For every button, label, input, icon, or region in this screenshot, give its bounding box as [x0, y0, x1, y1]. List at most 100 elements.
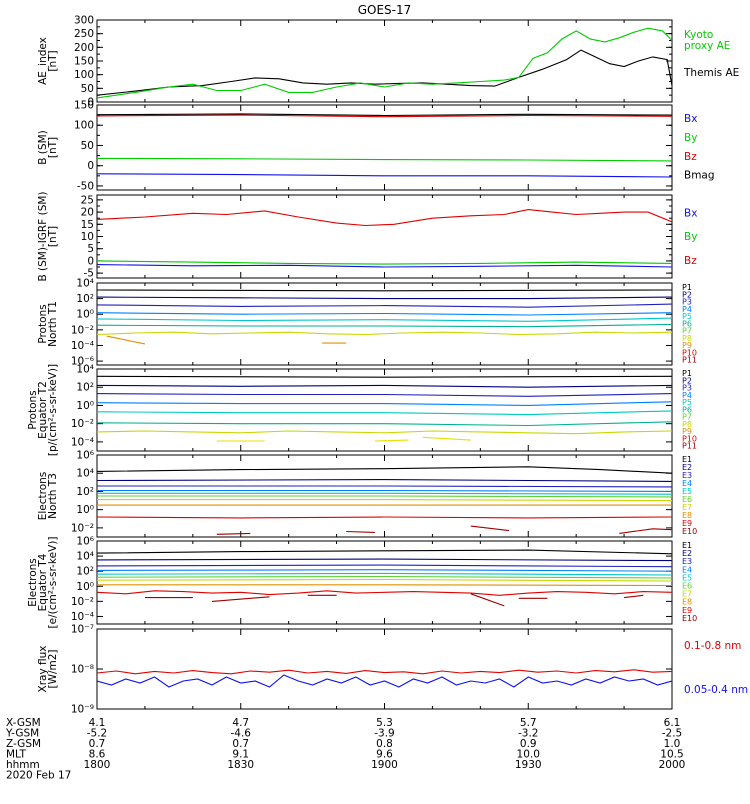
panel-xray: 10⁻⁷ 10⁻⁸ 10⁻⁹ Xray flux[W/m2] 0.1-0.8 nm 0.0…: [37, 624, 748, 716]
y-axis-label: [nT]: [47, 226, 59, 247]
date-label: 2020 Feb 17: [6, 770, 71, 782]
series-line-e10a: [216, 532, 251, 535]
y-tick-label: 10⁴: [76, 364, 94, 376]
y-tick-label: 10⁰: [76, 400, 94, 412]
orbit-value: -3.9: [374, 728, 395, 740]
y-tick-label: 5: [87, 243, 94, 255]
channel-legend-e6: E6: [682, 495, 692, 504]
panel-frame: [96, 104, 673, 191]
series-line-e4: [97, 569, 672, 572]
y-axis-label: Equator T4: [37, 553, 49, 611]
channel-legend-p6: P6: [682, 405, 692, 414]
legend-label: Kyoto: [684, 29, 713, 41]
orbit-value: 0.8: [376, 738, 393, 750]
series-line-e9: [97, 590, 672, 596]
channel-legend-e2: E2: [682, 549, 692, 558]
orbit-value: -3.2: [518, 728, 539, 740]
series-line-by: [97, 157, 672, 162]
channel-legend-p10: P10: [682, 348, 697, 357]
y-axis-label: [p/(cm²-s-sr-keV)]: [47, 364, 59, 456]
series-line-p7: [97, 430, 672, 435]
y-tick-label: 15: [81, 219, 94, 231]
orbit-value: 1.0: [664, 738, 681, 750]
y-axis-label: Xray flux: [37, 646, 49, 693]
channel-legend-e3: E3: [682, 471, 692, 480]
channel-legend-p4: P4: [682, 305, 692, 314]
orbit-value: 2000: [659, 759, 686, 771]
channel-legend-p5: P5: [682, 312, 692, 321]
channel-legend-p4: P4: [682, 391, 692, 400]
channel-legend-e5: E5: [682, 573, 692, 582]
series-line-p4: [97, 312, 672, 316]
orbit-value: 8.6: [89, 749, 106, 761]
y-axis-label: Electrons: [37, 472, 49, 521]
channel-legend-e8: E8: [682, 598, 692, 607]
series-line-e10d: [470, 593, 505, 607]
orbit-value: 9.6: [376, 749, 393, 761]
channel-legend-p8: P8: [682, 420, 692, 429]
y-tick-label: 10⁻²: [71, 418, 94, 430]
series-line-p3: [97, 303, 672, 308]
orbit-value: -2.5: [662, 728, 683, 740]
y-tick-label: 250: [74, 28, 94, 40]
orbit-value: 4.7: [232, 717, 249, 729]
orbit-value: 5.7: [520, 717, 537, 729]
y-tick-label: 10⁰: [76, 581, 94, 593]
legend-label: 0.05-0.4 nm: [684, 684, 748, 696]
y-tick-label: 10⁻⁴: [71, 436, 94, 448]
channel-legend-e4: E4: [682, 565, 692, 574]
orbit-row-label: Y-GSM: [5, 728, 39, 740]
series-line-e6: [97, 575, 672, 579]
series-line-p4: [97, 401, 672, 406]
channel-legend-e6: E6: [682, 582, 692, 591]
series-group: [97, 209, 672, 268]
channel-legend-p9: P9: [682, 427, 692, 436]
series-line-themis-ae: [97, 49, 672, 96]
legend-label: Bz: [684, 255, 697, 267]
channel-legend-e1: E1: [682, 455, 692, 464]
series-line-e8: [97, 584, 672, 587]
channel-legend-e2: E2: [682, 463, 692, 472]
legend-label: By: [684, 132, 697, 144]
panel-frame: [96, 628, 673, 710]
series-line-p7: [97, 331, 672, 336]
y-tick-label: 10⁴: [76, 468, 94, 480]
series-line-e7: [97, 578, 672, 582]
legend-label: By: [684, 231, 697, 243]
y-tick-label: 300: [74, 15, 94, 27]
y-axis-label: North T3: [47, 473, 59, 519]
legend-label: Themis AE: [683, 67, 739, 79]
legend-label: Bmag: [684, 170, 715, 182]
y-tick-label: 10⁴: [76, 278, 94, 290]
orbit-value: 9.1: [232, 749, 249, 761]
channel-legend-p2: P2: [682, 376, 692, 385]
series-line-p5: [97, 317, 672, 322]
series-line-p2: [97, 384, 672, 388]
channel-legend-p6: P6: [682, 319, 692, 328]
y-tick-label: 10²: [76, 566, 94, 578]
series-line-bx: [97, 264, 672, 268]
panel-frame: [96, 368, 673, 452]
series-line-e3: [97, 564, 672, 568]
series-line-bmag: [97, 113, 672, 117]
series-line-e6: [97, 495, 672, 498]
series-line-p6: [97, 323, 672, 328]
panel-bsm: -50 0 50 100 150 B (SM)[nT] Bx By Bz Bmag: [37, 100, 715, 193]
orbit-value: 0.7: [232, 738, 249, 750]
y-axis-label: B (SM)-IGRF (SM): [37, 191, 49, 281]
y-axis-label: AE_index: [37, 37, 49, 85]
y-tick-label: 20: [81, 207, 94, 219]
y-tick-label: 10⁻⁴: [71, 340, 94, 352]
series-line-e4: [97, 489, 672, 492]
channel-legend-p11: P11: [682, 442, 697, 451]
series-group: [97, 113, 672, 178]
channel-legend-e9: E9: [682, 606, 692, 615]
channel-legend-p5: P5: [682, 398, 692, 407]
y-tick-label: 50: [81, 83, 94, 95]
series-line-p6: [97, 421, 672, 427]
orbit-value: 6.1: [664, 717, 681, 729]
orbit-table: X-GSMY-GSMZ-GSMMLThhmm4.1-5.20.78.618004…: [5, 717, 685, 782]
